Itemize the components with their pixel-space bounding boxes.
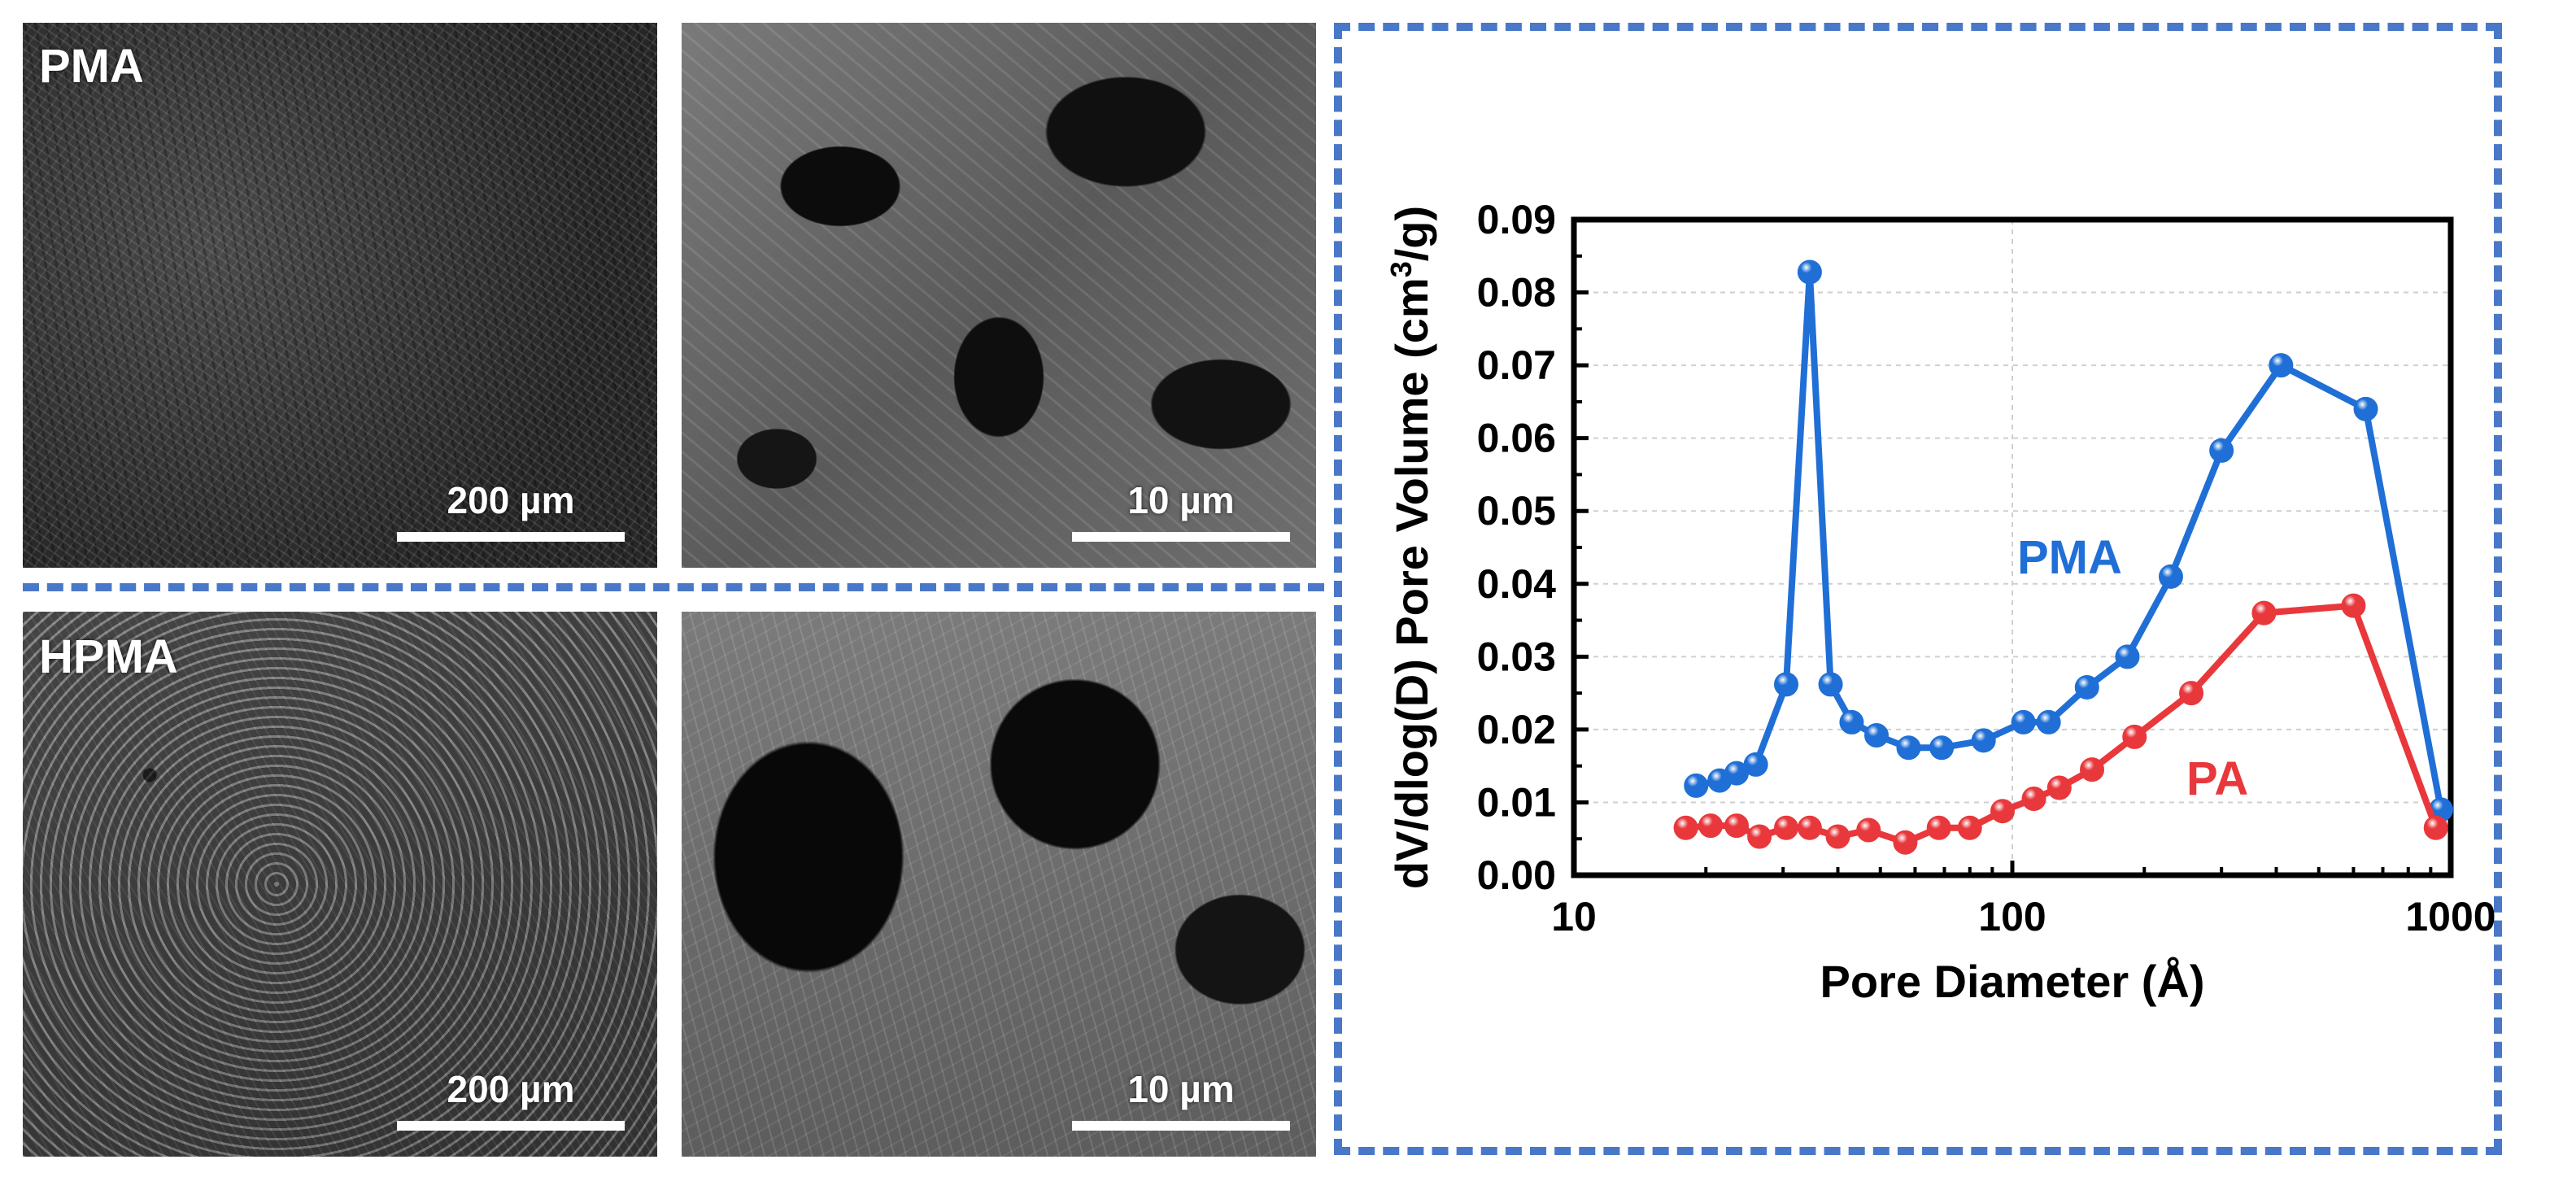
data-point-pma	[1864, 723, 1890, 748]
y-tick-label: 0.06	[1477, 416, 1556, 461]
data-point-pma	[1839, 709, 1864, 734]
data-point-pma	[1971, 728, 1996, 753]
sem-image-pma-low-mag: PMA 200 µm	[23, 23, 657, 568]
data-point-pa	[1724, 813, 1750, 839]
x-tick-label: 1000	[2405, 894, 2495, 939]
data-point-pa	[2046, 775, 2072, 800]
scale-bar	[1072, 532, 1290, 542]
y-tick-label: 0.04	[1477, 561, 1557, 607]
chart-frame-dashed	[1334, 23, 2502, 1155]
data-point-pma	[1929, 735, 1955, 761]
series-label-pma: PMA	[2017, 531, 2122, 584]
data-point-pma	[2158, 564, 2183, 589]
scale-bar-label: 200 µm	[447, 1068, 575, 1110]
grid	[1573, 219, 2452, 876]
data-point-pa	[1926, 815, 1951, 840]
scale-bar	[397, 532, 625, 542]
series	[1673, 259, 2453, 855]
panel-label-hpma: HPMA	[39, 630, 178, 683]
data-point-pma	[1896, 735, 1921, 761]
data-point-pa	[1856, 817, 1881, 843]
data-point-pma	[2074, 674, 2099, 700]
sem-image-hpma-low-mag: HPMA 200 µm	[23, 612, 657, 1157]
y-tick-label: 0.00	[1477, 852, 1556, 898]
sem-image-pma-high-mag: 10 µm	[682, 23, 1316, 568]
data-point-pa	[2423, 815, 2448, 840]
series-label-pa: PA	[2186, 752, 2248, 805]
scale-bar-label: 200 µm	[447, 479, 575, 521]
data-point-pa	[1673, 815, 1698, 840]
data-point-pa	[1698, 813, 1724, 839]
data-point-pa	[2179, 681, 2204, 706]
data-point-pa	[1797, 815, 1822, 840]
data-point-pma	[2353, 396, 2378, 421]
data-point-pma	[2011, 709, 2036, 734]
data-point-pa	[2122, 724, 2147, 749]
axes	[1571, 216, 2454, 878]
y-axis-label: dV/dlog(D) Pore Volume (cm3/g)	[1384, 206, 1438, 889]
data-point-pma	[1774, 672, 1799, 697]
data-point-pa	[1774, 815, 1799, 840]
x-tick-label: 10	[1551, 894, 1597, 939]
x-axis-label: Pore Diameter (Å)	[1820, 956, 2204, 1007]
data-point-pma	[2036, 709, 2061, 734]
data-point-pa	[2341, 593, 2366, 618]
data-point-pa	[2080, 757, 2105, 782]
data-point-pma	[1818, 672, 1843, 697]
divider-dashed	[23, 583, 1324, 591]
data-point-pma	[1797, 259, 1822, 285]
labels: 0.00 0.01 0.02 0.03 0.04 0.05 0.06 0.07 0.08 0.09…	[1384, 197, 2496, 1007]
data-point-pma	[1684, 773, 1709, 798]
data-point-pa	[1893, 830, 1918, 855]
x-tick-label: 100	[1978, 894, 2046, 939]
y-tick-label: 0.08	[1477, 270, 1556, 316]
scale-bar	[397, 1121, 625, 1131]
sem-image-hpma-high-mag: 10 µm	[682, 612, 1316, 1157]
data-point-pa	[2021, 786, 2046, 811]
series-line-pa	[1685, 602, 2439, 846]
data-point-pma	[2115, 644, 2140, 669]
panel-label-pma: PMA	[39, 40, 144, 93]
y-tick-label: 0.05	[1477, 488, 1556, 534]
y-tick-label: 0.07	[1477, 342, 1556, 388]
y-tick-label: 0.03	[1477, 634, 1556, 679]
scale-bar-label: 10 µm	[1127, 1068, 1235, 1110]
scale-bar	[1072, 1121, 1290, 1131]
data-point-pma	[2269, 353, 2294, 378]
data-point-pa	[2251, 600, 2277, 626]
data-point-pa	[1825, 824, 1850, 849]
y-tick-label: 0.02	[1477, 707, 1556, 752]
data-point-pa	[1957, 815, 1982, 840]
y-tick-label: 0.09	[1477, 197, 1556, 242]
y-tick-label: 0.01	[1477, 779, 1556, 825]
data-point-pma	[2209, 438, 2234, 463]
data-point-pa	[1747, 824, 1772, 849]
data-point-pa	[1990, 799, 2015, 824]
data-point-pma	[1743, 752, 1768, 777]
scale-bar-label: 10 µm	[1127, 479, 1235, 521]
